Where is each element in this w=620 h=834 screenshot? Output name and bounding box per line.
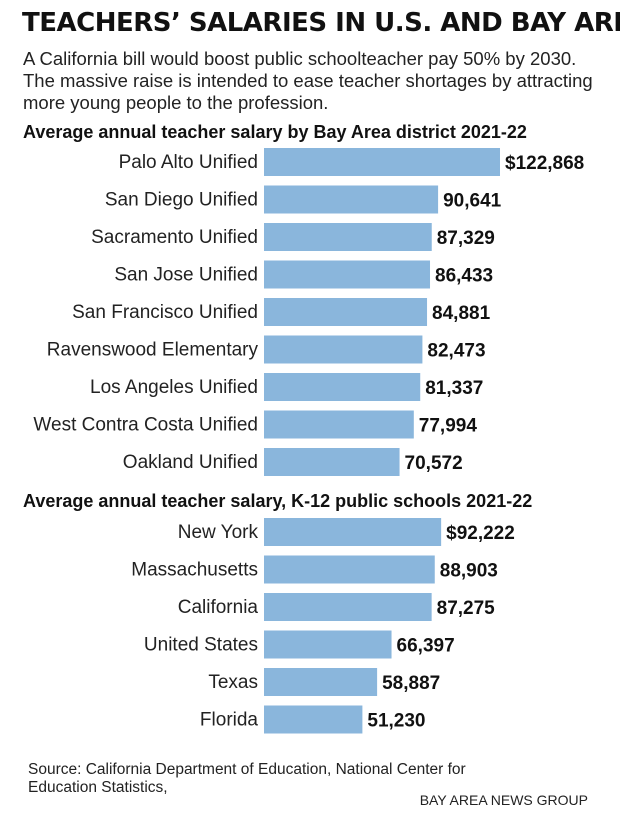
- bar: [264, 410, 414, 439]
- state-salary-chart: New York $92,222 Massachusetts 88,903 Califo…: [131, 518, 515, 734]
- category-label: Massachusetts: [131, 560, 258, 581]
- category-label: Palo Alto Unified: [119, 152, 258, 173]
- bar: [264, 448, 400, 476]
- bar: [264, 705, 363, 734]
- value-label: 86,433: [435, 266, 493, 287]
- bar: [264, 148, 500, 176]
- category-label: San Diego Unified: [105, 190, 258, 211]
- category-label: San Jose Unified: [114, 265, 258, 286]
- bar: [264, 373, 421, 401]
- category-label: San Francisco Unified: [72, 302, 258, 323]
- bar: [264, 593, 432, 621]
- category-label: Sacramento Unified: [91, 227, 258, 248]
- category-label: California: [178, 597, 259, 618]
- value-label: $92,222: [446, 523, 515, 544]
- bar: [264, 223, 432, 251]
- category-label: United States: [144, 635, 258, 656]
- value-label: 58,887: [382, 673, 440, 694]
- bar: [264, 630, 392, 659]
- source-note: Source: California Department of Educati…: [28, 761, 466, 796]
- value-label: 81,337: [425, 378, 483, 399]
- bar: [264, 668, 378, 696]
- bar: [264, 555, 435, 584]
- value-label: 88,903: [440, 561, 498, 582]
- bar: [264, 335, 423, 364]
- category-label: New York: [178, 522, 259, 543]
- value-label: 84,881: [432, 303, 491, 324]
- category-label: Florida: [200, 710, 259, 731]
- bar: [264, 185, 439, 214]
- category-label: Los Angeles Unified: [90, 377, 258, 398]
- state-chart-heading: Average annual teacher salary, K-12 publ…: [23, 491, 533, 511]
- value-label: $122,868: [505, 153, 584, 174]
- intro-text: A California bill would boost public sch…: [23, 48, 593, 113]
- category-label: Texas: [208, 672, 258, 693]
- bar: [264, 518, 442, 546]
- value-label: 77,994: [419, 416, 478, 437]
- category-label: West Contra Costa Unified: [33, 415, 258, 436]
- value-label: 87,329: [437, 228, 495, 249]
- category-label: Oakland Unified: [123, 452, 258, 473]
- credit-line: BAY AREA NEWS GROUP: [419, 792, 588, 808]
- value-label: 66,397: [397, 636, 455, 657]
- bar: [264, 298, 428, 326]
- category-label: Ravenswood Elementary: [47, 340, 259, 361]
- district-chart-heading: Average annual teacher salary by Bay Are…: [23, 122, 527, 142]
- value-label: 82,473: [427, 341, 485, 362]
- chart-title: TEACHERS’ SALARIES IN U.S. AND BAY AREA: [22, 8, 620, 38]
- value-label: 51,230: [367, 711, 425, 732]
- district-salary-chart: Palo Alto Unified $122,868 San Diego Unifi…: [33, 148, 584, 476]
- value-label: 70,572: [405, 453, 463, 474]
- bar: [264, 260, 431, 289]
- value-label: 90,641: [443, 191, 502, 212]
- value-label: 87,275: [437, 598, 496, 619]
